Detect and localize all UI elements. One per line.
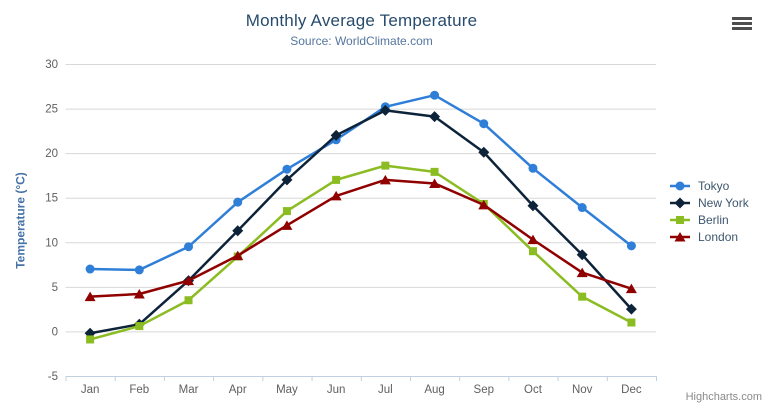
legend-label: New York <box>698 195 749 210</box>
legend-item-berlin[interactable]: Berlin <box>669 211 749 228</box>
data-point-berlin[interactable] <box>135 322 144 331</box>
data-point-london[interactable] <box>84 291 96 302</box>
x-axis-label: Aug <box>424 384 444 396</box>
data-point-london[interactable] <box>527 234 539 245</box>
hamburger-bar <box>731 16 752 20</box>
legend-item-tokyo[interactable]: Tokyo <box>669 177 749 194</box>
chart-subtitle: Source: WorldClimate.com <box>290 34 433 48</box>
data-point-london[interactable] <box>133 288 145 299</box>
legend-triangle-marker-icon <box>670 231 690 241</box>
y-axis-label: 10 <box>45 237 58 249</box>
data-point-new-york[interactable] <box>281 174 293 186</box>
x-axis-label: Mar <box>179 384 199 396</box>
data-point-tokyo[interactable] <box>626 241 636 251</box>
data-point-berlin[interactable] <box>381 161 390 170</box>
hamburger-bar <box>731 21 752 25</box>
y-axis-label: 25 <box>45 104 58 116</box>
x-axis-label: Sep <box>474 384 494 396</box>
legend-circle-marker-icon <box>670 181 690 190</box>
y-axis-label: 15 <box>45 193 58 205</box>
data-point-new-york[interactable] <box>379 104 391 116</box>
highcharts-credit[interactable]: Highcharts.com <box>685 391 762 403</box>
data-point-tokyo[interactable] <box>577 203 587 213</box>
series-line-tokyo <box>88 93 633 272</box>
data-point-new-york[interactable] <box>232 225 244 237</box>
data-point-berlin[interactable] <box>578 292 587 301</box>
legend-item-new-york[interactable]: New York <box>669 194 749 211</box>
y-axis-label: -5 <box>48 371 58 383</box>
legend-label: London <box>698 229 739 244</box>
data-point-london[interactable] <box>183 275 195 286</box>
data-point-new-york[interactable] <box>429 111 441 123</box>
data-point-tokyo[interactable] <box>282 164 292 174</box>
data-point-new-york[interactable] <box>625 303 637 315</box>
x-axis-label: Jul <box>378 384 393 396</box>
data-point-berlin[interactable] <box>528 247 537 256</box>
x-axis-label: Jan <box>81 384 100 396</box>
data-point-london[interactable] <box>625 283 637 294</box>
x-axis-label: Jun <box>327 384 346 396</box>
x-axis-label: Oct <box>524 384 543 396</box>
data-point-berlin[interactable] <box>430 167 439 176</box>
data-point-berlin[interactable] <box>282 207 291 216</box>
data-point-tokyo[interactable] <box>430 90 440 100</box>
series-line-new-york <box>88 109 633 335</box>
data-point-berlin[interactable] <box>627 318 636 327</box>
hamburger-bar <box>731 26 752 30</box>
data-point-london[interactable] <box>478 199 490 210</box>
y-axis-label: 5 <box>52 282 58 294</box>
export-menu-button[interactable] <box>728 12 755 34</box>
y-axis-label: 30 <box>45 59 58 71</box>
y-axis-label: 20 <box>45 148 58 160</box>
data-point-tokyo[interactable] <box>85 264 95 274</box>
data-point-london[interactable] <box>281 220 293 230</box>
data-point-new-york[interactable] <box>478 146 490 158</box>
y-axis-label: 0 <box>52 326 58 338</box>
x-axis-label: Nov <box>572 384 593 396</box>
data-point-london[interactable] <box>576 267 588 278</box>
legend: Tokyo New York Berlin London <box>669 177 749 245</box>
series-line-london <box>88 178 633 298</box>
data-point-london[interactable] <box>232 250 244 261</box>
legend-diamond-marker-icon <box>670 197 690 208</box>
legend-label: Tokyo <box>698 178 730 193</box>
series-line-berlin <box>88 164 633 341</box>
x-axis-label: Dec <box>621 384 642 396</box>
data-point-berlin[interactable] <box>184 296 193 305</box>
data-point-new-york[interactable] <box>330 129 342 141</box>
y-axis-title: Temperature (°C) <box>13 172 28 269</box>
data-point-tokyo[interactable] <box>479 119 489 129</box>
legend-item-london[interactable]: London <box>669 228 749 245</box>
hamburger-icon <box>731 16 752 30</box>
x-axis-label: Apr <box>229 384 247 396</box>
data-point-london[interactable] <box>330 190 342 201</box>
x-axis-label: Feb <box>129 384 149 396</box>
legend-label: Berlin <box>698 212 729 227</box>
data-point-berlin[interactable] <box>332 175 341 184</box>
data-point-london[interactable] <box>379 174 391 185</box>
x-axis-label: May <box>276 384 298 396</box>
data-point-london[interactable] <box>429 178 441 188</box>
data-point-berlin[interactable] <box>86 335 95 344</box>
data-point-tokyo[interactable] <box>233 197 243 207</box>
data-point-tokyo[interactable] <box>528 163 538 173</box>
legend-square-marker-icon <box>670 215 690 224</box>
data-point-new-york[interactable] <box>576 249 588 261</box>
data-point-tokyo[interactable] <box>184 242 194 252</box>
data-point-new-york[interactable] <box>527 200 539 212</box>
data-point-tokyo[interactable] <box>134 265 144 275</box>
chart-title: Monthly Average Temperature <box>245 11 478 30</box>
